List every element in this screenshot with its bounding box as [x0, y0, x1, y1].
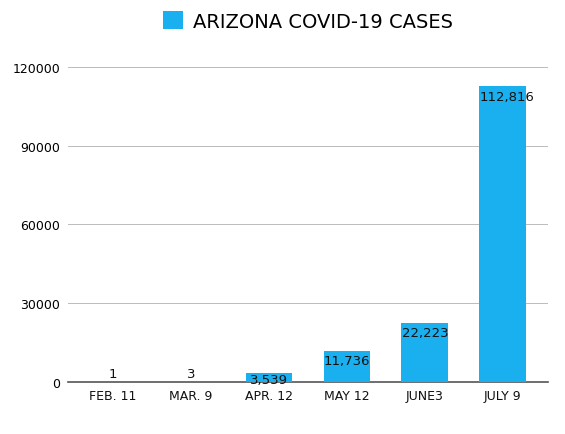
Legend: ARIZONA COVID-19 CASES: ARIZONA COVID-19 CASES	[163, 12, 453, 32]
Bar	[402, 324, 448, 382]
Text: 112,816: 112,816	[479, 91, 534, 103]
Text: 22,223: 22,223	[402, 326, 448, 339]
Bar	[246, 373, 292, 382]
Text: 11,736: 11,736	[324, 354, 370, 367]
Bar	[324, 351, 370, 382]
Text: 3: 3	[186, 367, 195, 380]
Bar	[480, 87, 526, 382]
Text: 1: 1	[109, 367, 118, 380]
Text: 3,539: 3,539	[250, 373, 288, 386]
